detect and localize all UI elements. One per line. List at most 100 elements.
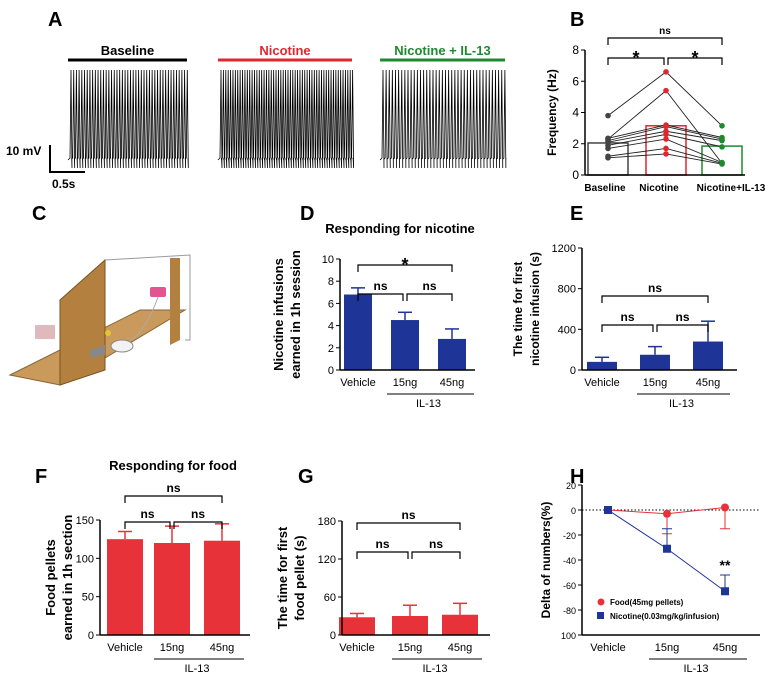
- significance-label: ns: [373, 279, 387, 293]
- y-tick-label: 0: [572, 168, 579, 182]
- y-tick-label: 100: [76, 553, 94, 565]
- panel-label: A: [48, 9, 62, 31]
- y-axis-label: Food pellets: [43, 539, 58, 616]
- category-label: Vehicle: [584, 377, 619, 389]
- y-tick-label: 4: [328, 321, 334, 333]
- significance-bracket: [356, 551, 409, 559]
- y-tick-label: 0: [88, 630, 94, 642]
- data-point: [663, 509, 671, 518]
- category-label: 15ng: [393, 377, 417, 389]
- panel-label: G: [298, 466, 314, 488]
- significance-bracket: [173, 521, 223, 529]
- y-tick-label: 60: [324, 592, 336, 604]
- legend-label: Nicotine(0.03mg/kg/infusion): [610, 612, 720, 621]
- y-tick-label: 0: [570, 365, 576, 377]
- data-point: [663, 544, 671, 553]
- subject-point: [663, 136, 669, 142]
- back-wall: [170, 258, 180, 345]
- lever: [90, 345, 105, 358]
- significance-bracket: [667, 57, 723, 65]
- group-label: IL-13: [184, 663, 209, 675]
- y-tick-label: -40: [563, 556, 576, 566]
- food-container: [35, 325, 55, 339]
- panel-label: H: [570, 466, 584, 488]
- membrane-trace: [379, 69, 507, 169]
- significance-label: ns: [675, 310, 689, 324]
- y-tick-label: -60: [563, 581, 576, 591]
- y-axis-label: Nicotine infusions: [271, 258, 286, 371]
- bar: [640, 354, 670, 370]
- infusion-line: [129, 296, 159, 341]
- category-label: 15ng: [655, 642, 679, 654]
- significance-label: ns: [401, 508, 415, 522]
- significance-label: ns: [620, 310, 634, 324]
- bar: [107, 539, 143, 635]
- subject-point: [663, 69, 669, 75]
- significance-label: **: [720, 557, 731, 573]
- scale-time: 0.5s: [52, 177, 76, 191]
- bar: [392, 616, 428, 635]
- category-label: Nicotine: [639, 183, 679, 194]
- bar: [391, 320, 419, 370]
- subject-point: [605, 145, 611, 152]
- significance-bracket: [607, 37, 723, 45]
- category-label: 15ng: [160, 642, 184, 654]
- subject-point: [663, 123, 669, 130]
- syringe-pump: [150, 287, 166, 297]
- significance-label: ns: [422, 279, 436, 293]
- significance-label: *: [401, 255, 408, 275]
- y-tick-label: 4: [572, 106, 579, 120]
- y-tick-label: 180: [318, 516, 336, 528]
- legend-marker: [597, 598, 605, 606]
- y-tick-label: 2: [572, 137, 579, 151]
- significance-bracket: [601, 295, 709, 303]
- cue-light: [105, 330, 111, 336]
- subject-point: [663, 131, 669, 138]
- category-label: 45ng: [210, 642, 234, 654]
- subject-point: [719, 137, 725, 144]
- panel-label: E: [570, 203, 583, 225]
- membrane-trace: [67, 69, 189, 169]
- subject-point: [719, 122, 725, 129]
- significance-label: ns: [659, 26, 671, 37]
- rat: [110, 339, 134, 353]
- bar: [693, 341, 723, 370]
- significance-label: ns: [429, 537, 443, 551]
- trace-label: Nicotine: [259, 43, 310, 58]
- category-label: 45ng: [713, 642, 737, 654]
- category-label: Nicotine+IL-13: [697, 183, 766, 194]
- y-tick-label: 400: [558, 324, 576, 336]
- data-point: [721, 587, 729, 596]
- significance-bracket: [406, 293, 453, 301]
- significance-bracket: [356, 522, 461, 530]
- y-axis-label: earned in 1h session: [288, 250, 303, 379]
- chart-title: Responding for nicotine: [325, 221, 475, 236]
- y-tick-label: 1200: [552, 243, 576, 255]
- significance-bracket: [656, 324, 709, 332]
- group-label: IL-13: [422, 663, 447, 675]
- y-axis-label: earned in 1h section: [60, 515, 75, 641]
- significance-label: ns: [191, 507, 205, 521]
- y-tick-label: -80: [563, 606, 576, 616]
- significance-bracket: [124, 521, 171, 529]
- subject-point: [663, 145, 669, 152]
- y-tick-label: 8: [328, 276, 334, 288]
- data-point: [604, 506, 612, 514]
- legend-marker: [597, 612, 604, 619]
- data-point: [721, 503, 729, 512]
- chamber-frame: [104, 254, 191, 341]
- y-tick-label: 6: [572, 74, 579, 88]
- significance-bracket: [411, 551, 461, 559]
- category-label: 15ng: [398, 642, 422, 654]
- panel-label: C: [32, 203, 46, 225]
- group-label: IL-13: [683, 663, 708, 675]
- bar: [204, 540, 240, 635]
- group-label: IL-13: [669, 398, 694, 410]
- panel-label: B: [570, 9, 584, 31]
- bar: [438, 338, 466, 370]
- subject-point: [605, 112, 611, 119]
- y-tick-label: 0: [571, 506, 576, 516]
- y-tick-label: 2: [328, 343, 334, 355]
- category-label: Vehicle: [339, 642, 374, 654]
